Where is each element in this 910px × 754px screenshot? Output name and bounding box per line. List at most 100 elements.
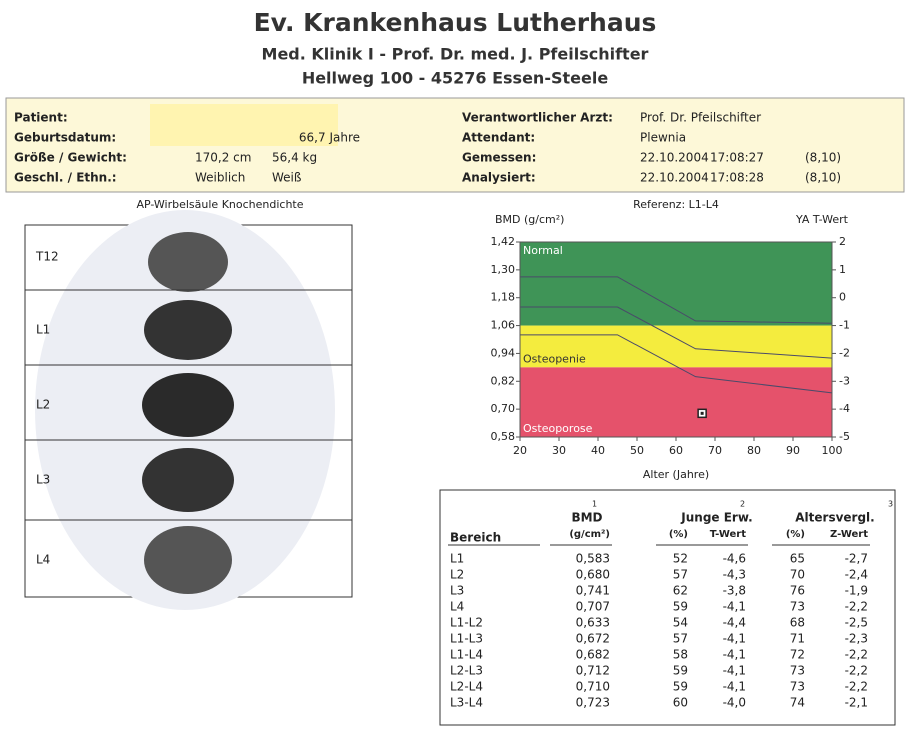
vertebra — [148, 232, 228, 292]
table-cell: 0,707 — [576, 600, 610, 614]
table-cell: L2-L4 — [450, 680, 483, 694]
field-value: 22.10.2004 — [640, 171, 709, 185]
column-header: Z-Wert — [830, 529, 868, 540]
spine-scan — [25, 210, 352, 610]
x-tick-label: 60 — [669, 444, 683, 457]
table-cell: -4,6 — [723, 552, 746, 566]
column-group: Altersvergl. — [795, 511, 874, 525]
table-cell: L1-L4 — [450, 648, 483, 662]
table-cell: 57 — [673, 632, 688, 646]
table-cell: L1-L3 — [450, 632, 483, 646]
table-cell: 62 — [673, 584, 688, 598]
table-cell: L3 — [450, 584, 464, 598]
y-tick-label: 1,06 — [491, 319, 516, 332]
table-cell: -2,4 — [845, 568, 868, 582]
field-label: Geburtsdatum: — [14, 131, 116, 145]
field-label: Attendant: — [462, 131, 535, 145]
column-header: Bereich — [450, 531, 501, 545]
patient-point-core — [701, 412, 704, 415]
y-tick-label: 1,18 — [491, 291, 516, 304]
table-cell: -4,1 — [723, 664, 746, 678]
field-value: 170,2 cm — [195, 151, 251, 165]
zone — [520, 242, 832, 326]
table-cell: -4,1 — [723, 600, 746, 614]
field-value: Weiß — [272, 171, 302, 185]
table-cell: -2,2 — [845, 680, 868, 694]
vertebra — [142, 373, 234, 437]
table-cell: 0,680 — [576, 568, 610, 582]
zone-label: Normal — [523, 244, 563, 257]
column-group: Junge Erw. — [680, 511, 752, 525]
results-table-frame — [440, 490, 895, 725]
table-cell: -2,2 — [845, 648, 868, 662]
table-cell: 58 — [673, 648, 688, 662]
table-cell: -2,5 — [845, 616, 868, 630]
field-label: Analysiert: — [462, 171, 536, 185]
vertebra — [144, 300, 232, 360]
table-cell: 74 — [790, 696, 805, 710]
y-tick-label: 0,82 — [491, 374, 516, 387]
field-value: Weiblich — [195, 171, 245, 185]
field-label: Größe / Gewicht: — [14, 151, 127, 165]
scan-title: AP-Wirbelsäule Knochendichte — [136, 198, 303, 211]
field-label: Verantwortlicher Arzt: — [462, 111, 613, 125]
column-header: (%) — [786, 529, 805, 540]
table-cell: -4,1 — [723, 648, 746, 662]
field-value: (8,10) — [805, 151, 841, 165]
field-value: (8,10) — [805, 171, 841, 185]
table-cell: 59 — [673, 600, 688, 614]
table-cell: L2-L3 — [450, 664, 483, 678]
table-cell: 0,583 — [576, 552, 610, 566]
table-cell: 54 — [673, 616, 688, 630]
region-label: L1 — [36, 323, 50, 337]
footnote-mark: 1 — [592, 500, 597, 509]
field-value: 17:08:27 — [710, 151, 764, 165]
table-cell: 73 — [790, 600, 805, 614]
table-cell: 73 — [790, 680, 805, 694]
column-group: BMD — [571, 511, 602, 525]
x-tick-label: 100 — [822, 444, 843, 457]
zone-label: Osteoporose — [523, 422, 593, 435]
region-label: L3 — [36, 473, 50, 487]
y2-tick-label: 0 — [839, 291, 846, 304]
y2-tick-label: -5 — [839, 430, 850, 443]
vertebra — [142, 448, 234, 512]
table-cell: -1,9 — [845, 584, 868, 598]
header-line: Hellweg 100 - 45276 Essen-Steele — [302, 69, 609, 88]
y-tick-label: 1,42 — [491, 235, 516, 248]
report-page: Ev. Krankenhaus LutherhausMed. Klinik I … — [0, 0, 910, 754]
table-cell: L1-L2 — [450, 616, 483, 630]
column-header: (%) — [669, 529, 688, 540]
table-cell: 76 — [790, 584, 805, 598]
field-value: 66,7 Jahre — [299, 131, 360, 145]
footnote-mark: 3 — [888, 500, 893, 509]
table-cell: 72 — [790, 648, 805, 662]
x-tick-label: 40 — [591, 444, 605, 457]
field-value: Plewnia — [640, 131, 686, 145]
table-cell: 0,710 — [576, 680, 610, 694]
table-cell: 68 — [790, 616, 805, 630]
x-tick-label: 80 — [747, 444, 761, 457]
table-cell: -2,7 — [845, 552, 868, 566]
region-label: L4 — [36, 553, 50, 567]
x-axis-label: Alter (Jahre) — [643, 468, 709, 481]
field-value: 22.10.2004 — [640, 151, 709, 165]
table-cell: -2,3 — [845, 632, 868, 646]
x-tick-label: 50 — [630, 444, 644, 457]
header-line: Med. Klinik I - Prof. Dr. med. J. Pfeils… — [262, 45, 649, 64]
region-label: T12 — [35, 250, 59, 264]
y2-tick-label: -2 — [839, 346, 850, 359]
x-tick-label: 30 — [552, 444, 566, 457]
table-cell: 60 — [673, 696, 688, 710]
table-cell: -4,1 — [723, 632, 746, 646]
table-cell: 52 — [673, 552, 688, 566]
y2-tick-label: -4 — [839, 402, 850, 415]
vertebra — [144, 526, 232, 594]
y-tick-label: 0,58 — [491, 430, 516, 443]
field-value: Prof. Dr. Pfeilschifter — [640, 111, 761, 125]
table-cell: 59 — [673, 680, 688, 694]
table-cell: 0,712 — [576, 664, 610, 678]
table-cell: 0,682 — [576, 648, 610, 662]
table-cell: 70 — [790, 568, 805, 582]
field-label: Patient: — [14, 111, 68, 125]
